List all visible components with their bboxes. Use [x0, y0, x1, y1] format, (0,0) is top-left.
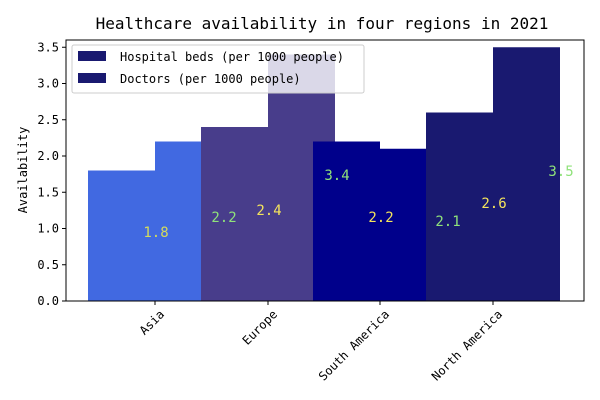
y-tick-label: 2.5 [37, 113, 59, 127]
x-tick-label-asia: Asia [137, 307, 167, 337]
legend-label-hospital-beds: Hospital beds (per 1000 people) [120, 50, 344, 64]
plot-frame [65, 39, 585, 302]
x-tick-label-europe: Europe [240, 307, 281, 348]
data-label-2: 2.4 [256, 203, 281, 219]
y-tick-label: 0.5 [37, 258, 59, 272]
bar-north-america-doctors [493, 47, 560, 301]
y-tick-label: 3.5 [37, 40, 59, 54]
bar-north-america-hospital-beds [426, 112, 493, 301]
x-tick-label-south-america: South America [316, 307, 392, 383]
data-label-6: 2.6 [481, 196, 506, 212]
y-tick-label: 1.5 [37, 185, 59, 199]
bar-europe-hospital-beds [201, 127, 268, 301]
legend-label-doctors: Doctors (per 1000 people) [120, 72, 301, 86]
bar-south-america-hospital-beds [313, 141, 380, 301]
data-label-0: 1.8 [143, 225, 168, 241]
data-label-1: 2.2 [211, 210, 236, 226]
data-label-4: 2.2 [368, 210, 393, 226]
bar-asia-hospital-beds [88, 170, 155, 301]
data-label-3: 3.4 [324, 168, 349, 184]
legend-box [71, 44, 365, 94]
legend-swatch-hospital-beds [78, 51, 106, 61]
y-axis-label: Availability [16, 127, 30, 214]
y-tick-label: 1.0 [37, 222, 59, 236]
chart-title: Healthcare availability in four regions … [96, 14, 549, 33]
data-label-5: 2.1 [435, 214, 460, 230]
y-tick-label: 3.0 [37, 77, 59, 91]
x-axis: Asia Europe South America North America [137, 301, 505, 384]
data-labels-group: 1.8 2.2 2.4 3.4 2.2 2.1 2.6 3.5 [143, 164, 573, 241]
x-tick-label-north-america: North America [429, 307, 505, 383]
bars-group [88, 47, 560, 301]
y-axis: 0.0 0.5 1.0 1.5 2.0 2.5 3.0 3.5 [37, 40, 66, 308]
y-tick-label: 2.0 [37, 149, 59, 163]
data-label-7: 3.5 [548, 164, 573, 180]
legend-swatch-doctors [78, 73, 106, 83]
legend: Hospital beds (per 1000 people) Doctors … [71, 44, 365, 94]
y-tick-label: 0.0 [37, 294, 59, 308]
